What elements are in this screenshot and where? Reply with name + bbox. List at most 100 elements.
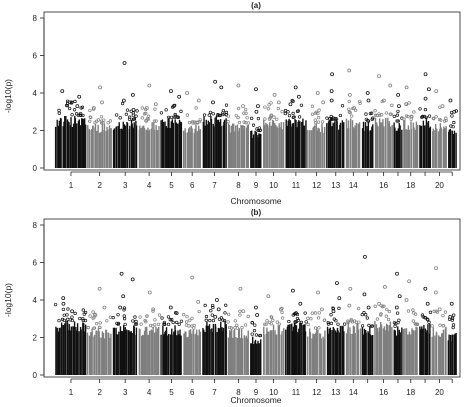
snp-point (357, 320, 361, 324)
snp-point (118, 116, 122, 120)
snp-point (207, 113, 211, 117)
snp-point (208, 318, 212, 323)
snp-point (437, 117, 442, 122)
snp-point (346, 319, 350, 323)
snp-point (91, 310, 95, 314)
top-hit-point (321, 100, 326, 105)
top-hit-point (296, 94, 301, 99)
top-hit-point (147, 83, 152, 88)
snp-point (258, 333, 263, 338)
snp-point (251, 123, 256, 127)
snp-point (373, 113, 378, 117)
snp-point (263, 117, 267, 121)
snp-point (62, 313, 66, 317)
chromosome-19-points (418, 107, 432, 168)
top-hit-point (98, 85, 102, 90)
snp-point (404, 114, 409, 118)
snp-point (444, 116, 448, 120)
snp-point (61, 307, 66, 312)
top-hit-point (256, 104, 260, 109)
top-hit-point (144, 106, 149, 110)
snp-point (332, 317, 336, 321)
chromosome-6-points (181, 309, 202, 375)
snp-point (256, 116, 261, 121)
top-hit-point (91, 106, 96, 110)
snp-point (228, 325, 232, 330)
snp-point (88, 108, 92, 113)
snp-point (267, 320, 272, 325)
top-hit-point (404, 298, 409, 302)
snp-point (157, 313, 162, 317)
top-hit-point (190, 275, 195, 280)
top-hit-point (423, 286, 428, 291)
top-hit-point (238, 286, 243, 291)
chromosome-5-points (160, 311, 184, 375)
snp-point (79, 113, 83, 118)
chromosome-13-points (325, 104, 345, 168)
snp-point (412, 311, 416, 315)
snp-point (243, 323, 248, 327)
snp-point (145, 314, 149, 318)
snp-point (185, 314, 189, 319)
top-hit-point (291, 288, 295, 293)
top-hit-point (388, 83, 393, 88)
top-hit-point (331, 309, 336, 314)
snp-point (384, 314, 388, 318)
top-hit-point (298, 301, 303, 306)
top-hit-point (452, 109, 457, 114)
snp-point (291, 111, 295, 116)
snp-point (92, 326, 96, 330)
snp-point (79, 106, 83, 110)
y-tick-label: 4 (33, 296, 38, 305)
x-tick-label: 6 (190, 388, 195, 397)
chromosome-10-points (263, 306, 285, 375)
snp-point (151, 309, 155, 313)
y-tick-label: 6 (33, 52, 38, 61)
top-hit-point (130, 277, 135, 282)
snp-point (108, 315, 113, 319)
x-tick-label: 3 (123, 181, 128, 190)
snp-point (70, 100, 74, 104)
snp-point (362, 310, 366, 315)
snp-point (269, 101, 273, 105)
snp-point (379, 313, 383, 317)
snp-point (250, 332, 254, 336)
x-tick-label: 9 (254, 388, 259, 397)
chromosome-8-points (226, 106, 251, 168)
snp-point (299, 320, 304, 325)
snp-point (202, 113, 207, 117)
top-hit-point (404, 85, 409, 90)
snp-point (443, 310, 448, 314)
snp-point (123, 322, 127, 327)
snp-point (291, 115, 295, 119)
snp-point (306, 322, 310, 327)
snp-point (364, 313, 368, 317)
y-tick-label: 2 (33, 334, 38, 343)
panel-a-x-axis-label: Chromosome (230, 196, 281, 206)
snp-point (168, 318, 172, 322)
snp-point (310, 311, 315, 315)
top-hit-point (347, 92, 352, 97)
snp-point (424, 115, 428, 120)
snp-point (70, 315, 74, 319)
snp-point (329, 321, 334, 326)
y-tick-label: 6 (33, 259, 38, 268)
top-hit-point (174, 311, 179, 316)
top-hit-point (423, 72, 428, 77)
snp-point (144, 119, 148, 123)
snp-point (169, 115, 174, 120)
chromosome-21-points (447, 313, 457, 375)
snp-point (111, 316, 115, 320)
snp-point (303, 311, 307, 315)
snp-point (409, 117, 413, 121)
snp-point (375, 113, 379, 118)
snp-point (134, 322, 139, 326)
snp-point (418, 107, 422, 111)
snp-point (221, 108, 226, 113)
snp-point (244, 121, 248, 125)
snp-point (99, 115, 104, 119)
top-hit-point (213, 79, 218, 84)
x-tick-label: 18 (406, 388, 415, 397)
snp-point (93, 312, 97, 316)
snp-point (188, 318, 192, 322)
